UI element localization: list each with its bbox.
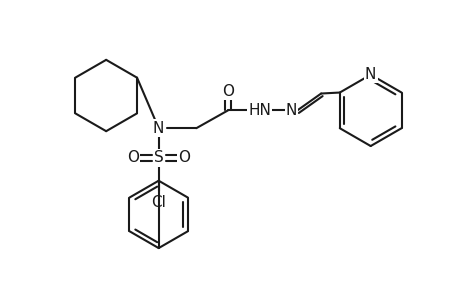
- Text: N: N: [364, 67, 375, 82]
- Text: O: O: [178, 150, 190, 165]
- Text: N: N: [153, 121, 164, 136]
- Text: O: O: [222, 84, 234, 99]
- Text: N: N: [285, 103, 297, 118]
- Text: S: S: [153, 150, 163, 165]
- Text: O: O: [127, 150, 139, 165]
- Text: HN: HN: [248, 103, 270, 118]
- Text: Cl: Cl: [151, 195, 166, 210]
